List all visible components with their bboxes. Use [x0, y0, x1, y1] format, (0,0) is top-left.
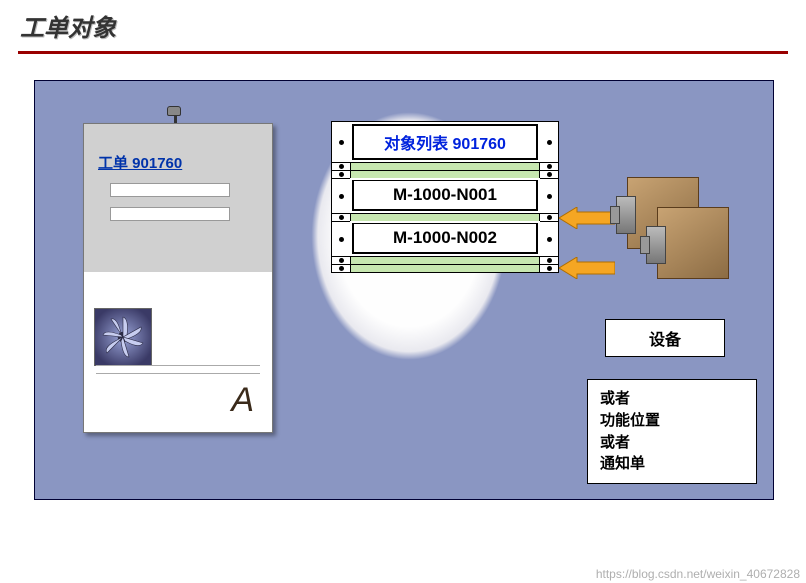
object-list-header: 对象列表 901760 [352, 124, 538, 160]
arrow-left-icon [559, 257, 615, 279]
equipment-icon [657, 207, 729, 279]
note-ruled-lines [96, 358, 260, 374]
alt-line: 功能位置 [600, 410, 744, 432]
work-order-card: 工单 901760 A [83, 123, 273, 433]
watermark: https://blog.csdn.net/weixin_40672828 [596, 567, 800, 581]
equipment-label: 设备 [605, 319, 725, 357]
work-order-field [110, 183, 230, 197]
title-underline [18, 51, 788, 54]
compass-icon: A [231, 381, 254, 420]
work-order-title: 工单 901760 [84, 124, 272, 173]
object-list: 对象列表 901760 M-1000-N001 M-1000-N002 [331, 121, 559, 273]
work-order-field [110, 207, 230, 221]
arrow-left-icon [559, 207, 615, 229]
alt-line: 或者 [600, 432, 744, 454]
alternatives-box: 或者 功能位置 或者 通知单 [587, 379, 757, 484]
page-title: 工单对象 [20, 15, 116, 42]
object-list-item: M-1000-N001 [352, 180, 538, 211]
alt-line: 或者 [600, 388, 744, 410]
alt-line: 通知单 [600, 453, 744, 475]
object-list-item: M-1000-N002 [352, 223, 538, 254]
diagram-canvas: 工单 901760 A 对象列表 901760 [34, 80, 774, 500]
